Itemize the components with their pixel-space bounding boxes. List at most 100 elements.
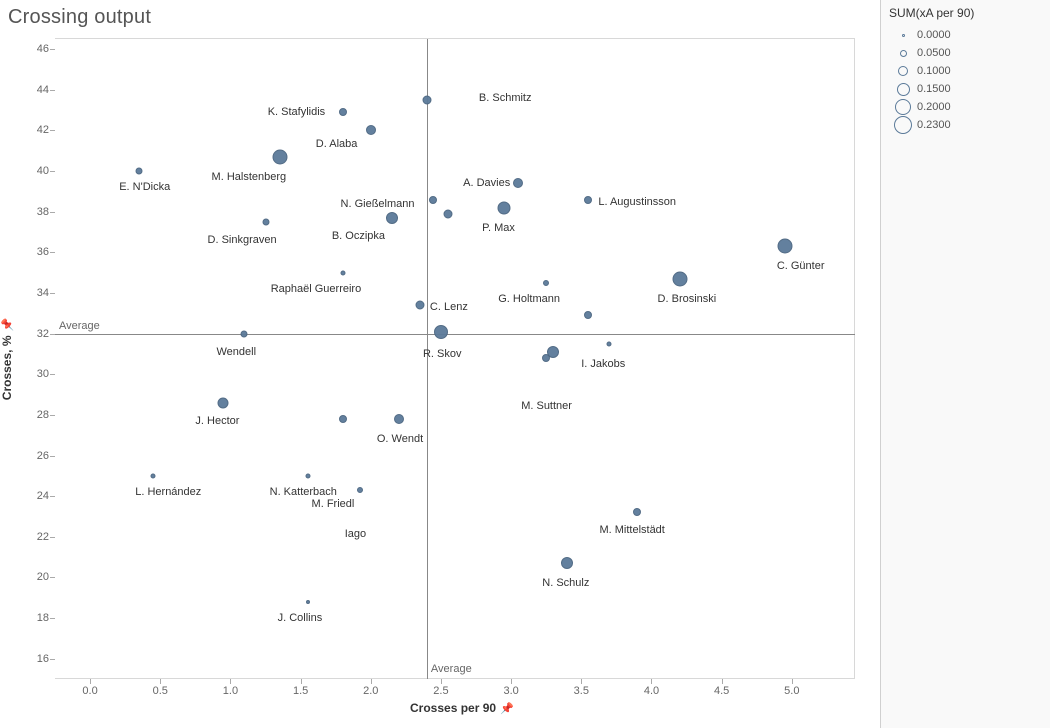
data-point-label: D. Sinkgraven (208, 234, 277, 246)
data-point-label: G. Holtmann (498, 293, 560, 305)
data-point-label: B. Oczipka (332, 230, 385, 242)
y-tick-label: 38 (25, 206, 49, 218)
data-point[interactable] (339, 108, 347, 116)
pin-icon: 📌 (500, 703, 514, 715)
data-point[interactable] (513, 178, 523, 188)
data-point-label: P. Max (482, 222, 515, 234)
data-point-label: D. Brosinski (658, 293, 717, 305)
y-tick-label: 26 (25, 450, 49, 462)
data-point[interactable] (443, 209, 452, 218)
data-point[interactable] (584, 196, 592, 204)
data-point-label: M. Mittelstädt (599, 524, 664, 536)
data-point-label: Iago (345, 528, 366, 540)
data-point[interactable] (777, 239, 792, 254)
avg-label-y: Average (59, 320, 100, 332)
x-tick-label: 4.5 (714, 685, 729, 697)
legend-panel: SUM(xA per 90) 0.0000 0.0500 0.1000 0.1500 0… (880, 0, 1050, 728)
data-point[interactable] (607, 341, 612, 346)
y-tick-label: 46 (25, 43, 49, 55)
data-point-label: B. Schmitz (479, 92, 532, 104)
legend-item[interactable]: 0.2000 (889, 98, 1042, 116)
data-point-label: N. Gießelmann (341, 198, 415, 210)
data-point-label: M. Suttner (521, 400, 572, 412)
legend-item[interactable]: 0.1000 (889, 62, 1042, 80)
data-point-label: N. Schulz (542, 577, 589, 589)
x-tick-label: 3.5 (574, 685, 589, 697)
data-point-label: N. Katterbach (270, 486, 337, 498)
data-point[interactable] (498, 201, 511, 214)
y-tick-label: 36 (25, 246, 49, 258)
legend-title: SUM(xA per 90) (889, 6, 1042, 20)
data-point[interactable] (422, 95, 431, 104)
data-point-label: L. Augustinsson (598, 196, 676, 208)
y-tick-label: 44 (25, 84, 49, 96)
data-point[interactable] (339, 415, 347, 423)
legend-circle-icon (889, 116, 917, 134)
y-tick-label: 16 (25, 653, 49, 665)
data-point[interactable] (241, 330, 248, 337)
x-tick-label: 3.0 (503, 685, 518, 697)
data-point[interactable] (262, 218, 269, 225)
data-point[interactable] (306, 600, 310, 604)
data-point[interactable] (394, 414, 404, 424)
data-point[interactable] (633, 508, 641, 516)
data-point[interactable] (415, 301, 424, 310)
y-tick-label: 22 (25, 531, 49, 543)
avg-line-horizontal (55, 334, 855, 335)
y-tick-label: 18 (25, 612, 49, 624)
data-point-label: K. Stafylidis (268, 106, 325, 118)
data-point[interactable] (357, 487, 363, 493)
x-tick-label: 5.0 (784, 685, 799, 697)
x-tick-label: 1.0 (223, 685, 238, 697)
y-tick-label: 30 (25, 368, 49, 380)
legend-item[interactable]: 0.2300 (889, 116, 1042, 134)
legend-item-label: 0.1500 (917, 83, 951, 95)
data-point[interactable] (434, 325, 448, 339)
data-point-label: C. Lenz (430, 301, 468, 313)
data-point[interactable] (542, 354, 550, 362)
data-point[interactable] (218, 397, 229, 408)
data-point[interactable] (340, 270, 345, 275)
y-tick-label: 28 (25, 409, 49, 421)
data-point[interactable] (305, 473, 310, 478)
legend-circle-icon (889, 34, 917, 37)
legend-circle-icon (889, 66, 917, 76)
data-point[interactable] (151, 473, 156, 478)
y-tick-label: 42 (25, 124, 49, 136)
avg-label-x: Average (431, 663, 472, 675)
data-point-label: R. Skov (423, 348, 462, 360)
x-tick-label: 2.5 (433, 685, 448, 697)
data-point-label: I. Jakobs (581, 358, 625, 370)
legend-item[interactable]: 0.0000 (889, 26, 1042, 44)
y-axis-label: Crosses, %📌 (0, 318, 14, 400)
legend-item-label: 0.0500 (917, 47, 951, 59)
pin-icon: 📌 (2, 318, 14, 332)
legend-item[interactable]: 0.0500 (889, 44, 1042, 62)
data-point[interactable] (584, 311, 592, 319)
data-point-label: M. Halstenberg (212, 171, 287, 183)
data-point[interactable] (543, 280, 549, 286)
data-point-label: M. Friedl (312, 498, 355, 510)
legend-item-label: 0.2000 (917, 101, 951, 113)
chart-area: Crossing output 0.00.51.01.52.02.53.03.5… (0, 0, 880, 728)
data-point-label: E. N'Dicka (119, 181, 170, 193)
legend-item[interactable]: 0.1500 (889, 80, 1042, 98)
data-point[interactable] (136, 168, 143, 175)
data-point[interactable] (272, 149, 287, 164)
x-tick-label: 0.0 (82, 685, 97, 697)
plot-region[interactable]: 0.00.51.01.52.02.53.03.54.04.55.01618202… (55, 38, 855, 678)
data-point[interactable] (386, 212, 398, 224)
legend-item-label: 0.1000 (917, 65, 951, 77)
data-point[interactable] (561, 557, 573, 569)
data-point-label: J. Collins (278, 612, 323, 624)
x-tick-label: 0.5 (153, 685, 168, 697)
data-point-label: Wendell (216, 346, 256, 358)
legend-circle-icon (889, 50, 917, 57)
data-point[interactable] (429, 196, 437, 204)
data-point[interactable] (366, 125, 376, 135)
x-tick-label: 2.0 (363, 685, 378, 697)
data-point-label: Raphaël Guerreiro (271, 283, 362, 295)
data-point[interactable] (672, 271, 687, 286)
legend-circle-icon (889, 99, 917, 115)
x-axis-label: Crosses per 90📌 (410, 701, 514, 715)
